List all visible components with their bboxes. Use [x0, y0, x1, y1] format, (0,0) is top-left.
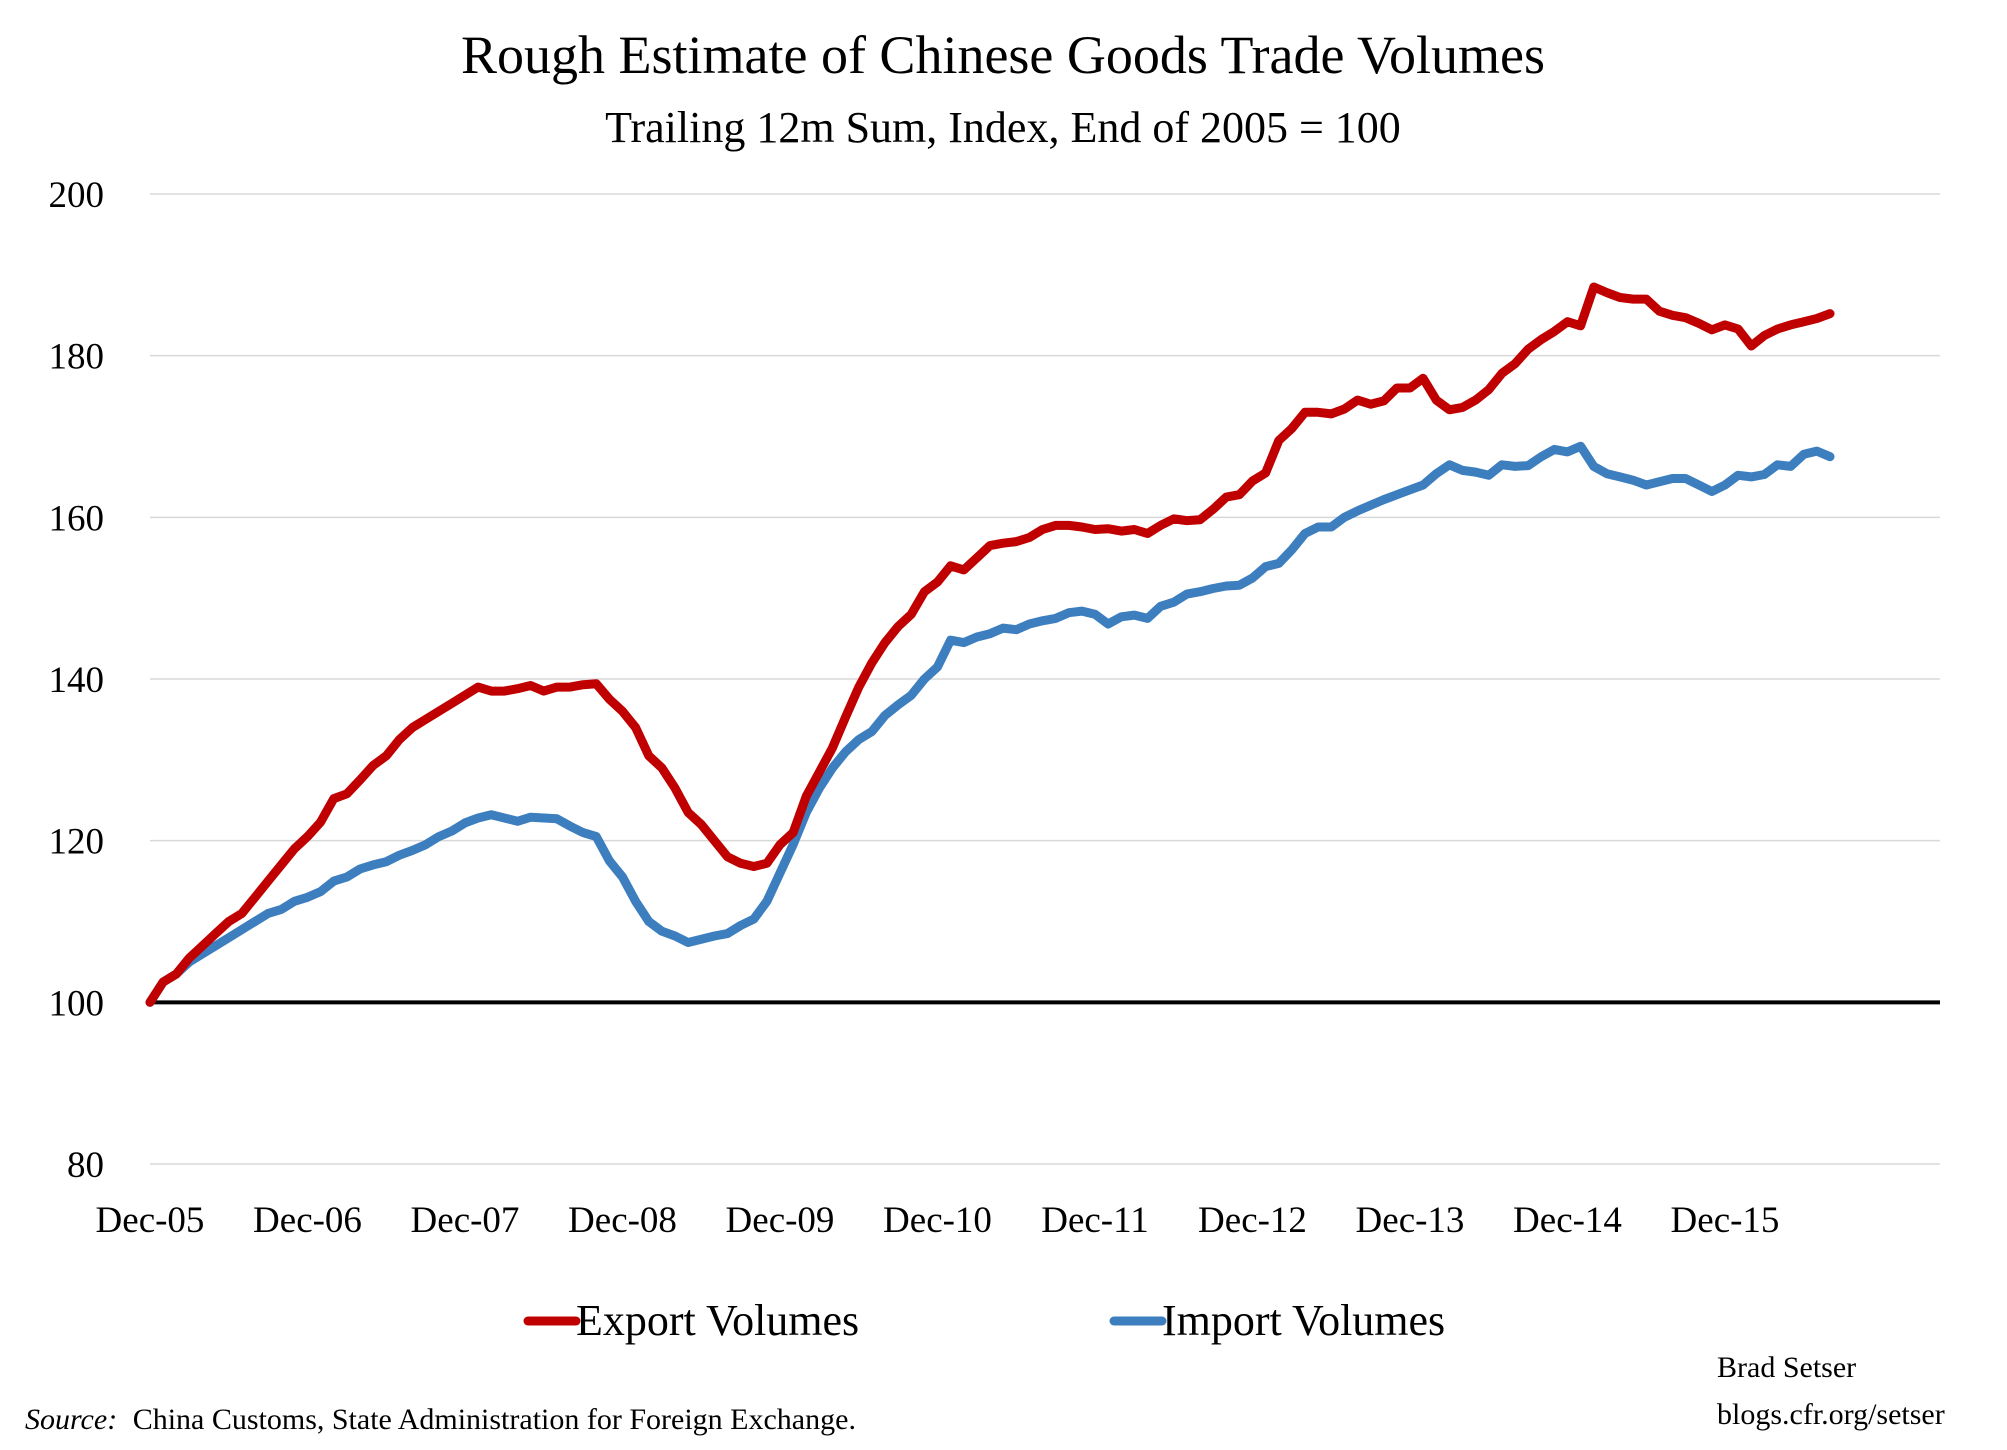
credit-name: Brad Setser: [1717, 1351, 1856, 1384]
legend: Export Volumes Import Volumes: [523, 1296, 1445, 1345]
x-tick-label: Dec-06: [253, 1200, 362, 1241]
series-line-import-volumes: [145, 441, 1835, 1007]
y-tick-label: 200: [49, 175, 105, 216]
x-tick-label: Dec-13: [1356, 1200, 1465, 1241]
x-axis-ticks: Dec-05 Dec-06 Dec-07 Dec-08 Dec-09 Dec-10 Dec-…: [96, 1200, 1780, 1241]
source-note: Source: China Customs, State Administrat…: [25, 1403, 856, 1436]
y-tick-label: 180: [49, 337, 105, 378]
series-line-export-volumes: [145, 282, 1835, 1007]
gridlines: [150, 193, 1940, 1165]
credit-url: blogs.cfr.org/setser: [1717, 1398, 1945, 1431]
y-tick-label: 80: [67, 1145, 104, 1186]
x-tick-label: Dec-12: [1198, 1200, 1307, 1241]
series-lines: [145, 282, 1835, 1007]
y-tick-label: 160: [49, 498, 105, 539]
y-tick-label: 100: [49, 983, 105, 1024]
x-tick-label: Dec-11: [1041, 1200, 1149, 1241]
x-tick-label: Dec-15: [1671, 1200, 1780, 1241]
source-text: China Customs, State Administration for …: [133, 1403, 856, 1436]
chart-title: Rough Estimate of Chinese Goods Trade Vo…: [461, 25, 1545, 85]
x-tick-label: Dec-07: [411, 1200, 520, 1241]
x-tick-label: Dec-14: [1513, 1200, 1622, 1241]
y-tick-label: 120: [49, 822, 105, 863]
x-tick-label: Dec-10: [883, 1200, 992, 1241]
x-tick-label: Dec-08: [568, 1200, 677, 1241]
y-tick-label: 140: [49, 660, 105, 701]
chart-subtitle: Trailing 12m Sum, Index, End of 2005 = 1…: [605, 103, 1401, 152]
legend-label-export: Export Volumes: [576, 1296, 859, 1345]
y-axis-ticks: 80 100 120 140 160 180 200: [49, 175, 105, 1186]
x-tick-label: Dec-09: [726, 1200, 835, 1241]
x-tick-label: Dec-05: [96, 1200, 205, 1241]
legend-label-import: Import Volumes: [1162, 1296, 1445, 1345]
source-label: Source:: [25, 1403, 117, 1436]
